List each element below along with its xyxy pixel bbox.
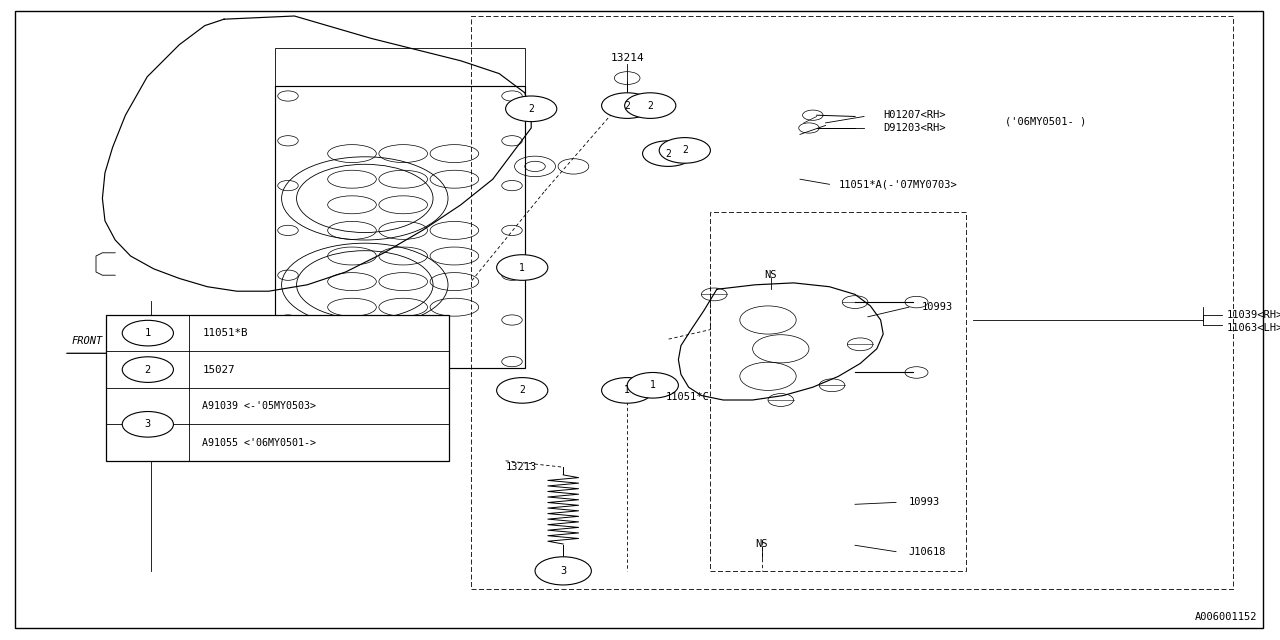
Text: 1: 1 xyxy=(520,262,525,273)
Text: A91039 <-'05MY0503>: A91039 <-'05MY0503> xyxy=(202,401,316,411)
Bar xyxy=(471,16,1233,589)
Text: 3: 3 xyxy=(145,419,151,429)
Bar xyxy=(106,315,449,461)
Circle shape xyxy=(643,141,694,166)
Text: 11063<LH>: 11063<LH> xyxy=(1226,323,1280,333)
Text: 2: 2 xyxy=(520,385,525,396)
Text: 11051*C: 11051*C xyxy=(666,392,709,402)
Circle shape xyxy=(602,378,653,403)
Circle shape xyxy=(506,96,557,122)
Circle shape xyxy=(535,557,591,585)
Text: 2: 2 xyxy=(276,385,282,396)
Text: 10993: 10993 xyxy=(909,497,940,508)
Circle shape xyxy=(497,255,548,280)
Circle shape xyxy=(659,138,710,163)
Text: 11051*B: 11051*B xyxy=(202,328,248,338)
Text: 2: 2 xyxy=(625,100,630,111)
Text: ('06MY0501- ): ('06MY0501- ) xyxy=(1005,116,1085,127)
Text: 2: 2 xyxy=(145,365,151,374)
Text: 1: 1 xyxy=(650,380,655,390)
Text: 15027: 15027 xyxy=(202,365,234,374)
Text: 2: 2 xyxy=(648,100,653,111)
Text: 1: 1 xyxy=(625,385,630,396)
Circle shape xyxy=(266,346,317,371)
Text: 11051*A(-'07MY0703>: 11051*A(-'07MY0703> xyxy=(838,179,957,189)
Text: 11039<RH>: 11039<RH> xyxy=(1226,310,1280,320)
Bar xyxy=(275,86,525,368)
Text: A006001152: A006001152 xyxy=(1194,612,1257,622)
Text: J10618: J10618 xyxy=(909,547,946,557)
Text: H01207<RH>: H01207<RH> xyxy=(883,110,946,120)
Circle shape xyxy=(122,357,173,383)
Circle shape xyxy=(602,93,653,118)
Text: 3: 3 xyxy=(561,566,566,576)
Circle shape xyxy=(253,378,305,403)
Text: A91055 <'06MY0501->: A91055 <'06MY0501-> xyxy=(202,438,316,447)
Text: 13214: 13214 xyxy=(611,52,644,63)
Circle shape xyxy=(497,378,548,403)
Text: 2: 2 xyxy=(529,104,534,114)
Circle shape xyxy=(625,93,676,118)
Text: 1: 1 xyxy=(289,353,294,364)
Text: 2: 2 xyxy=(682,145,687,156)
Text: NS: NS xyxy=(764,270,777,280)
Bar xyxy=(275,48,525,86)
Text: 13213: 13213 xyxy=(506,462,536,472)
Text: NS: NS xyxy=(755,539,768,549)
Circle shape xyxy=(627,372,678,398)
Text: 10993: 10993 xyxy=(922,302,952,312)
Text: D91203<RH>: D91203<RH> xyxy=(883,123,946,133)
Bar xyxy=(710,212,966,571)
Circle shape xyxy=(122,320,173,346)
Text: FRONT: FRONT xyxy=(72,335,102,346)
Circle shape xyxy=(122,412,173,437)
Text: 1: 1 xyxy=(145,328,151,338)
Text: 2: 2 xyxy=(666,148,671,159)
